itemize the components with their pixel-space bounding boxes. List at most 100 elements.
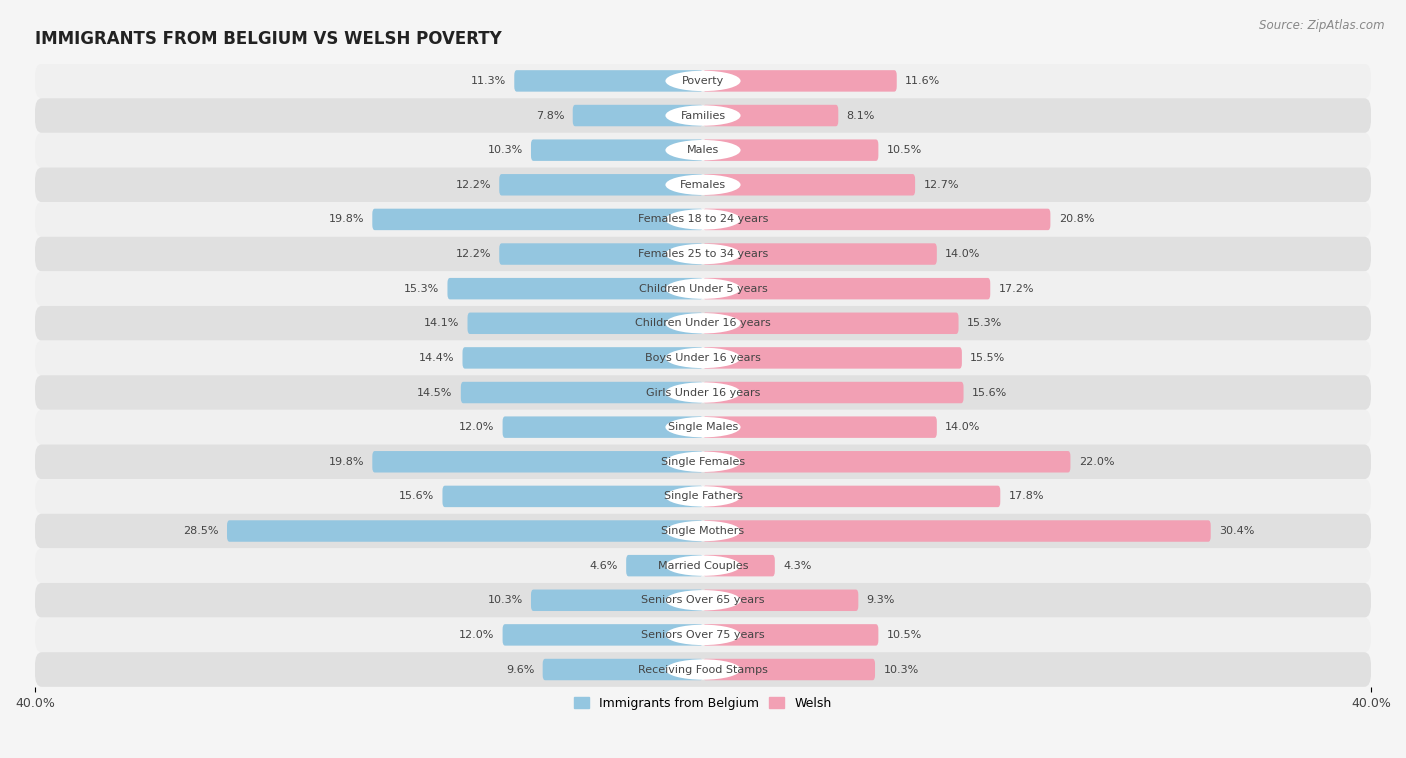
Ellipse shape xyxy=(665,313,741,334)
FancyBboxPatch shape xyxy=(703,347,962,368)
Text: 12.2%: 12.2% xyxy=(456,249,491,259)
FancyBboxPatch shape xyxy=(35,583,1371,618)
FancyBboxPatch shape xyxy=(531,139,703,161)
FancyBboxPatch shape xyxy=(35,306,1371,340)
Text: Single Mothers: Single Mothers xyxy=(661,526,745,536)
Text: 19.8%: 19.8% xyxy=(329,457,364,467)
Text: Source: ZipAtlas.com: Source: ZipAtlas.com xyxy=(1260,19,1385,32)
FancyBboxPatch shape xyxy=(703,520,1211,542)
Text: 4.3%: 4.3% xyxy=(783,561,811,571)
FancyBboxPatch shape xyxy=(626,555,703,576)
FancyBboxPatch shape xyxy=(35,340,1371,375)
FancyBboxPatch shape xyxy=(703,139,879,161)
FancyBboxPatch shape xyxy=(468,312,703,334)
Ellipse shape xyxy=(665,417,741,437)
FancyBboxPatch shape xyxy=(443,486,703,507)
FancyBboxPatch shape xyxy=(35,514,1371,548)
Ellipse shape xyxy=(665,209,741,230)
Text: Single Males: Single Males xyxy=(668,422,738,432)
Text: Families: Families xyxy=(681,111,725,121)
FancyBboxPatch shape xyxy=(35,133,1371,168)
FancyBboxPatch shape xyxy=(499,243,703,265)
FancyBboxPatch shape xyxy=(35,410,1371,444)
Ellipse shape xyxy=(665,70,741,91)
Text: Seniors Over 65 years: Seniors Over 65 years xyxy=(641,595,765,606)
Text: 7.8%: 7.8% xyxy=(536,111,564,121)
Text: 14.0%: 14.0% xyxy=(945,422,980,432)
Text: 10.3%: 10.3% xyxy=(488,595,523,606)
FancyBboxPatch shape xyxy=(463,347,703,368)
Text: 30.4%: 30.4% xyxy=(1219,526,1254,536)
Text: 9.3%: 9.3% xyxy=(866,595,896,606)
Ellipse shape xyxy=(665,452,741,472)
Text: Married Couples: Married Couples xyxy=(658,561,748,571)
Text: Single Fathers: Single Fathers xyxy=(664,491,742,501)
FancyBboxPatch shape xyxy=(703,312,959,334)
FancyBboxPatch shape xyxy=(703,590,858,611)
Text: 10.5%: 10.5% xyxy=(887,630,922,640)
Text: Children Under 16 years: Children Under 16 years xyxy=(636,318,770,328)
Text: 4.6%: 4.6% xyxy=(589,561,617,571)
Ellipse shape xyxy=(665,590,741,610)
FancyBboxPatch shape xyxy=(35,236,1371,271)
Ellipse shape xyxy=(665,105,741,126)
FancyBboxPatch shape xyxy=(35,618,1371,652)
Text: 10.3%: 10.3% xyxy=(883,665,918,675)
FancyBboxPatch shape xyxy=(373,208,703,230)
Text: Females: Females xyxy=(681,180,725,190)
FancyBboxPatch shape xyxy=(447,278,703,299)
FancyBboxPatch shape xyxy=(531,590,703,611)
Text: IMMIGRANTS FROM BELGIUM VS WELSH POVERTY: IMMIGRANTS FROM BELGIUM VS WELSH POVERTY xyxy=(35,30,502,49)
FancyBboxPatch shape xyxy=(35,444,1371,479)
FancyBboxPatch shape xyxy=(703,208,1050,230)
Text: Children Under 5 years: Children Under 5 years xyxy=(638,283,768,293)
Ellipse shape xyxy=(665,556,741,576)
Ellipse shape xyxy=(665,382,741,402)
Text: 12.7%: 12.7% xyxy=(924,180,959,190)
Ellipse shape xyxy=(665,521,741,541)
Text: 20.8%: 20.8% xyxy=(1059,215,1094,224)
Text: 8.1%: 8.1% xyxy=(846,111,875,121)
FancyBboxPatch shape xyxy=(703,243,936,265)
Text: Seniors Over 75 years: Seniors Over 75 years xyxy=(641,630,765,640)
FancyBboxPatch shape xyxy=(703,451,1070,472)
Text: 15.3%: 15.3% xyxy=(404,283,439,293)
Ellipse shape xyxy=(665,625,741,645)
Text: 11.6%: 11.6% xyxy=(905,76,941,86)
FancyBboxPatch shape xyxy=(226,520,703,542)
FancyBboxPatch shape xyxy=(35,99,1371,133)
FancyBboxPatch shape xyxy=(543,659,703,680)
FancyBboxPatch shape xyxy=(35,652,1371,687)
Text: Females 25 to 34 years: Females 25 to 34 years xyxy=(638,249,768,259)
Text: Females 18 to 24 years: Females 18 to 24 years xyxy=(638,215,768,224)
FancyBboxPatch shape xyxy=(703,624,879,646)
FancyBboxPatch shape xyxy=(515,70,703,92)
Text: 14.5%: 14.5% xyxy=(418,387,453,397)
Ellipse shape xyxy=(665,244,741,265)
Text: 15.5%: 15.5% xyxy=(970,353,1005,363)
FancyBboxPatch shape xyxy=(502,416,703,438)
Ellipse shape xyxy=(665,659,741,680)
Text: 15.3%: 15.3% xyxy=(967,318,1002,328)
Text: 17.2%: 17.2% xyxy=(998,283,1035,293)
Text: 14.1%: 14.1% xyxy=(423,318,460,328)
Text: 14.0%: 14.0% xyxy=(945,249,980,259)
FancyBboxPatch shape xyxy=(461,382,703,403)
FancyBboxPatch shape xyxy=(35,271,1371,306)
Ellipse shape xyxy=(665,278,741,299)
FancyBboxPatch shape xyxy=(703,278,990,299)
Text: Receiving Food Stamps: Receiving Food Stamps xyxy=(638,665,768,675)
Text: Males: Males xyxy=(688,146,718,155)
Ellipse shape xyxy=(665,486,741,506)
FancyBboxPatch shape xyxy=(502,624,703,646)
Text: 12.0%: 12.0% xyxy=(458,630,495,640)
Text: 17.8%: 17.8% xyxy=(1008,491,1045,501)
FancyBboxPatch shape xyxy=(703,555,775,576)
Text: 10.5%: 10.5% xyxy=(887,146,922,155)
FancyBboxPatch shape xyxy=(35,64,1371,99)
Text: 9.6%: 9.6% xyxy=(506,665,534,675)
FancyBboxPatch shape xyxy=(703,416,936,438)
Text: 15.6%: 15.6% xyxy=(399,491,434,501)
Legend: Immigrants from Belgium, Welsh: Immigrants from Belgium, Welsh xyxy=(569,692,837,715)
Text: Girls Under 16 years: Girls Under 16 years xyxy=(645,387,761,397)
